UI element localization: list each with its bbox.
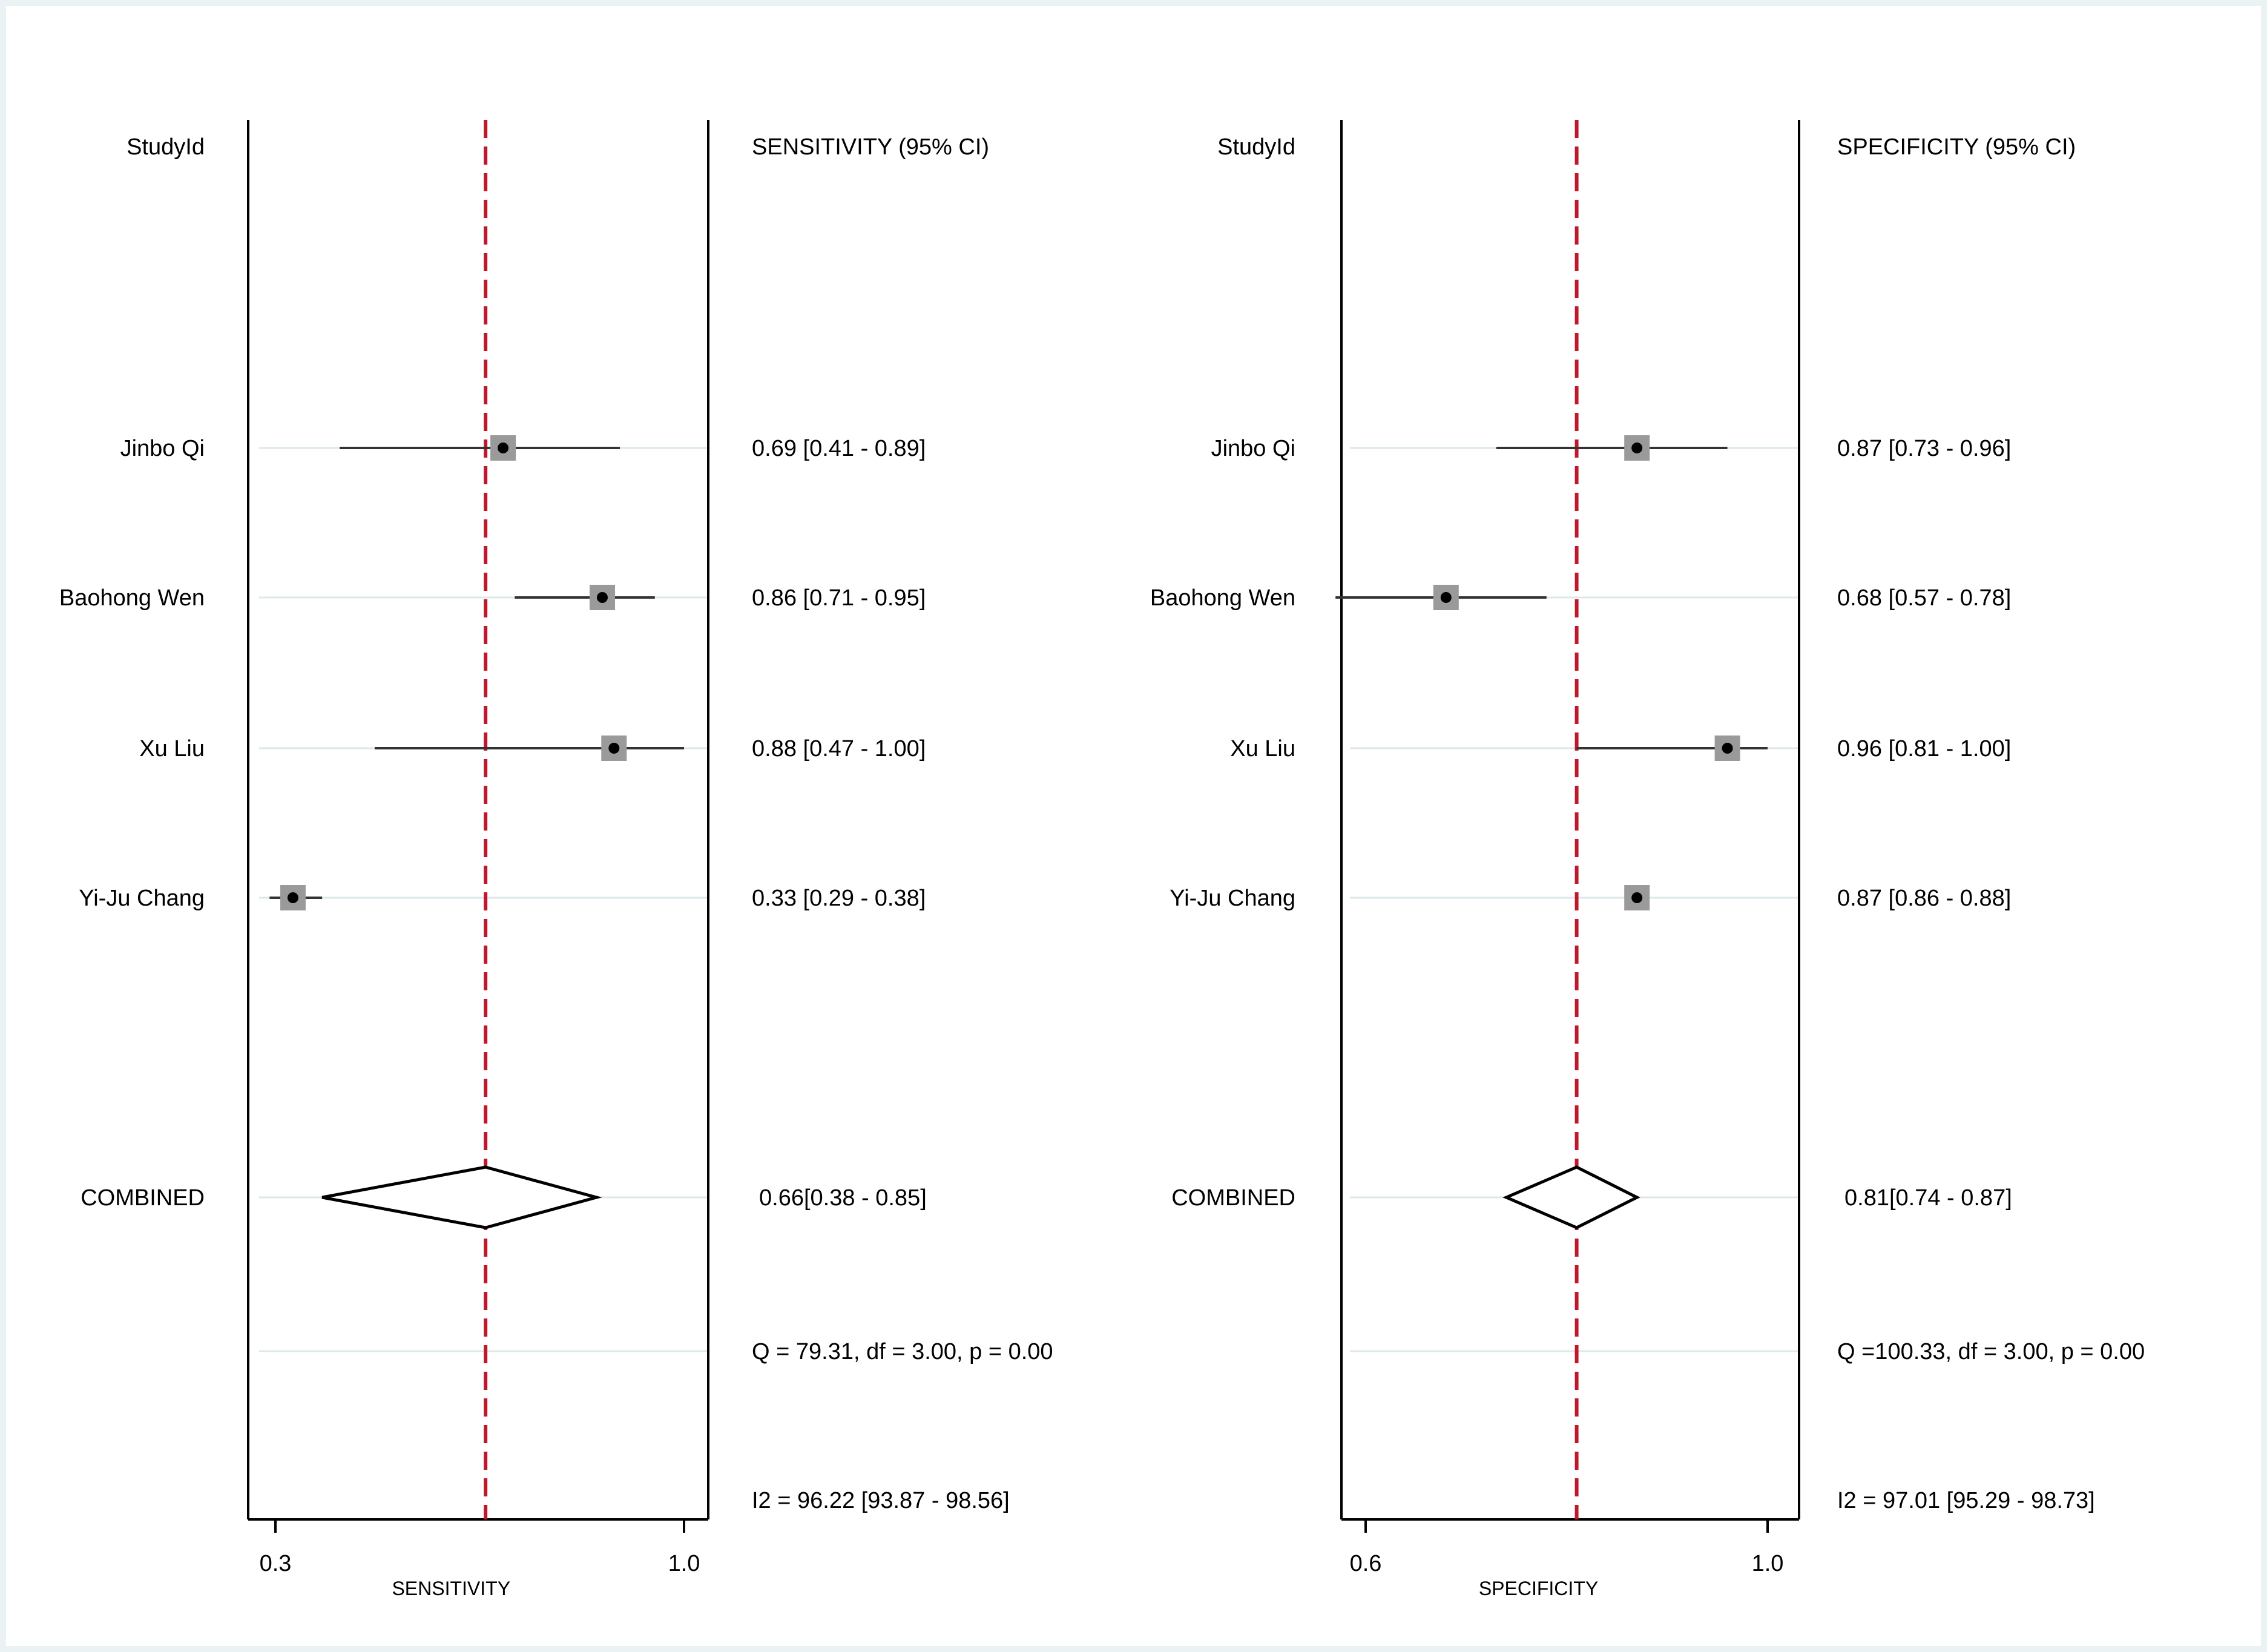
specificity-forest-panel: 0.6 1.0 SPECIFICITY StudyId SPECIFICITY (95%… [1150, 120, 2145, 1599]
combined-label: COMBINED [1171, 1185, 1295, 1211]
x-tick-label: 0.3 [260, 1551, 292, 1576]
estimate-column-header: SENSITIVITY (95% CI) [752, 134, 989, 160]
estimate-column-header: SPECIFICITY (95% CI) [1837, 134, 2076, 160]
study-estimate-label: 0.69 [0.41 - 0.89] [752, 436, 926, 461]
study-column-header: StudyId [127, 134, 205, 160]
study-name-label: Jinbo Qi [120, 436, 205, 461]
combined-estimate-label: 0.81[0.74 - 0.87] [1844, 1185, 2012, 1211]
study-estimate-label: 0.87 [0.73 - 0.96] [1837, 436, 2011, 461]
study-name-label: Xu Liu [1230, 736, 1295, 762]
study-name-label: Yi-Ju Chang [79, 886, 205, 911]
x-axis-label: SENSITIVITY [392, 1578, 510, 1599]
point-estimate-dot [1631, 443, 1643, 453]
heterogeneity-q-label: Q =100.33, df = 3.00, p = 0.00 [1837, 1339, 2145, 1364]
study-estimate-label: 0.86 [0.71 - 0.95] [752, 585, 926, 611]
study-estimate-label: 0.33 [0.29 - 0.38] [752, 886, 926, 911]
heterogeneity-i2-label: I2 = 97.01 [95.29 - 98.73] [1837, 1488, 2095, 1513]
figure-canvas: 0.3 1.0 SENSITIVITY StudyId SENSITIVITY (95%… [6, 6, 2261, 1646]
x-axis-label: SPECIFICITY [1479, 1578, 1598, 1599]
study-name-label: Baohong Wen [1150, 585, 1295, 611]
study-name-label: Baohong Wen [59, 585, 205, 611]
combined-estimate-diamond [1502, 1165, 1640, 1229]
study-estimate-label: 0.96 [0.81 - 1.00] [1837, 736, 2011, 762]
plot-area [248, 120, 708, 1519]
combined-estimate-label: 0.66[0.38 - 0.85] [759, 1185, 927, 1211]
study-name-label: Jinbo Qi [1211, 436, 1295, 461]
x-tick-label: 0.6 [1350, 1551, 1382, 1576]
plot-area [1341, 120, 1799, 1519]
point-estimate-dot [287, 892, 298, 903]
forest-plot-figure: 0.3 1.0 SENSITIVITY StudyId SENSITIVITY (95%… [59, 120, 2145, 1599]
point-estimate-dot [498, 443, 509, 453]
combined-label: COMBINED [81, 1185, 205, 1211]
heterogeneity-i2-label: I2 = 96.22 [93.87 - 98.56] [752, 1488, 1010, 1513]
study-column-header: StudyId [1217, 134, 1295, 160]
heterogeneity-q-label: Q = 79.31, df = 3.00, p = 0.00 [752, 1339, 1053, 1364]
study-estimate-label: 0.88 [0.47 - 1.00] [752, 736, 926, 762]
study-estimate-label: 0.68 [0.57 - 0.78] [1837, 585, 2011, 611]
study-estimate-label: 0.87 [0.86 - 0.88] [1837, 886, 2011, 911]
point-estimate-dot [597, 592, 608, 603]
sensitivity-forest-panel: 0.3 1.0 SENSITIVITY StudyId SENSITIVITY (95%… [59, 120, 1053, 1599]
study-name-label: Xu Liu [139, 736, 205, 762]
point-estimate-dot [608, 743, 620, 754]
point-estimate-dot [1722, 743, 1733, 754]
x-tick-label: 1.0 [668, 1551, 700, 1576]
combined-estimate-diamond [321, 1165, 602, 1229]
point-estimate-dot [1440, 592, 1452, 603]
point-estimate-dot [1631, 892, 1643, 903]
study-name-label: Yi-Ju Chang [1170, 886, 1295, 911]
x-tick-label: 1.0 [1752, 1551, 1784, 1576]
